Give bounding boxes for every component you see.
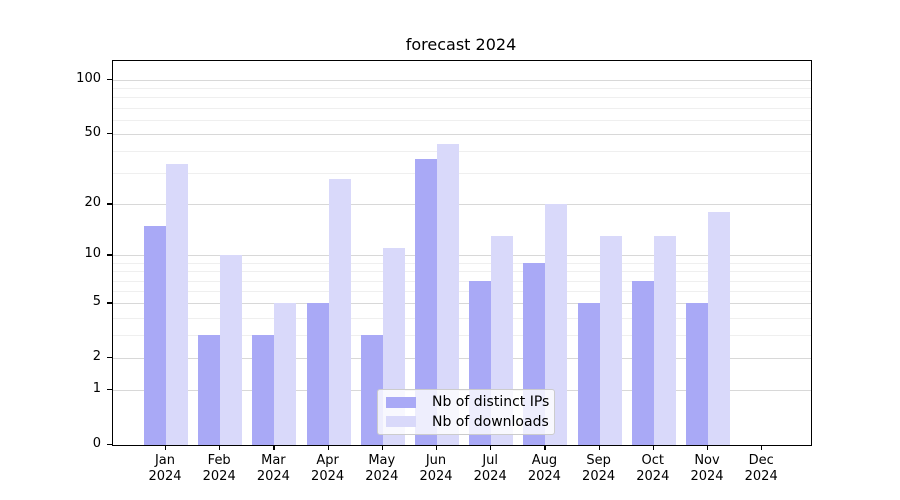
legend-label-distinct-ips: Nb of distinct IPs (432, 394, 550, 411)
y-gridline-major (113, 303, 811, 305)
bar-downloads-jun (437, 143, 459, 445)
y-axis-tick (107, 302, 112, 304)
bar-distinct-ips-oct (631, 280, 654, 445)
bar-distinct-ips-apr (306, 303, 329, 445)
x-axis-tick (327, 445, 329, 450)
x-axis-tick (652, 445, 655, 450)
bar-distinct-ips-jun (415, 159, 437, 445)
y-gridline-major (113, 204, 811, 206)
x-axis-tick (381, 445, 384, 450)
bar-downloads-aug (545, 204, 568, 445)
y-axis-tick (107, 79, 112, 81)
x-axis-tick (219, 445, 221, 450)
x-axis-tick (598, 445, 600, 450)
x-axis-tick (707, 445, 709, 450)
x-axis-tick-label: May 2024 (365, 453, 399, 484)
y-gridline-minor (113, 291, 811, 293)
y-axis-tick (107, 357, 112, 359)
bar-distinct-ips-jan (144, 225, 166, 445)
y-gridline-minor (113, 262, 811, 264)
y-axis-tick-label: 50 (84, 125, 101, 141)
x-axis-tick-label: Nov 2024 (690, 453, 724, 484)
y-gridline-minor (113, 173, 811, 175)
x-axis-tick-label: Apr 2024 (311, 453, 345, 484)
y-axis-tick-label: 100 (76, 71, 101, 87)
bar-distinct-ips-sep (577, 303, 600, 445)
y-axis-tick (107, 254, 112, 256)
y-axis-tick-label: 1 (92, 381, 101, 397)
x-axis-tick (273, 445, 275, 450)
x-axis-tick-label: Aug 2024 (527, 453, 561, 484)
bar-downloads-mar (274, 303, 297, 445)
y-axis-tick-label: 10 (84, 246, 101, 262)
legend-item-distinct-ips: Nb of distinct IPs (386, 394, 550, 411)
y-gridline-major (113, 80, 811, 82)
legend: Nb of distinct IPs Nb of downloads (377, 389, 555, 435)
y-gridline-major (113, 134, 811, 136)
y-gridline-minor (113, 88, 811, 90)
y-gridline-minor (113, 271, 811, 273)
y-gridline-minor (113, 317, 811, 319)
x-axis-tick-label: Mar 2024 (256, 453, 290, 484)
y-axis-tick (107, 203, 112, 205)
chart-title: forecast 2024 (405, 35, 517, 54)
y-gridline-major (113, 255, 811, 257)
y-axis-tick (107, 389, 112, 391)
y-gridline-major (113, 358, 811, 360)
plot-area (112, 60, 812, 446)
x-axis-tick (544, 445, 546, 450)
bar-downloads-nov (708, 212, 730, 445)
y-gridline-minor (113, 119, 811, 121)
y-axis-tick-label: 0 (92, 436, 101, 451)
legend-swatch-downloads-icon (386, 416, 416, 428)
x-axis-tick (165, 445, 167, 450)
x-axis-tick (490, 445, 492, 450)
legend-label-downloads: Nb of downloads (432, 413, 549, 430)
bar-distinct-ips-nov (686, 303, 708, 445)
bar-downloads-jan (166, 163, 188, 445)
x-axis-tick (761, 445, 763, 450)
y-axis-tick (107, 133, 112, 135)
x-axis-tick-label: Sep 2024 (582, 453, 616, 484)
bar-downloads-sep (599, 236, 622, 445)
y-gridline-minor (113, 151, 811, 153)
legend-item-downloads: Nb of downloads (386, 413, 549, 431)
bar-distinct-ips-feb (198, 335, 221, 445)
x-axis-tick-label: Jul 2024 (473, 453, 507, 484)
y-axis-tick-label: 20 (84, 195, 101, 211)
y-axis-tick-label: 2 (92, 349, 101, 365)
x-axis-tick (436, 445, 438, 450)
y-gridline-minor (113, 97, 811, 99)
y-gridline-minor (113, 107, 811, 109)
x-axis-tick-label: Feb 2024 (202, 453, 236, 484)
bar-downloads-apr (328, 178, 351, 445)
legend-swatch-distinct-ips-icon (386, 396, 416, 408)
x-axis-tick-label: Oct 2024 (636, 453, 670, 484)
bar-distinct-ips-mar (252, 335, 275, 445)
x-axis-tick-label: Jun 2024 (419, 453, 453, 484)
y-gridline-minor (113, 280, 811, 282)
y-axis-tick (107, 444, 112, 446)
x-axis-tick-label: Dec 2024 (744, 453, 778, 484)
y-gridline-minor (113, 335, 811, 337)
bar-downloads-oct (653, 236, 676, 445)
bar-downloads-feb (220, 255, 243, 445)
x-axis-tick-label: Jan 2024 (148, 453, 182, 484)
y-axis-tick-label: 5 (92, 294, 101, 310)
